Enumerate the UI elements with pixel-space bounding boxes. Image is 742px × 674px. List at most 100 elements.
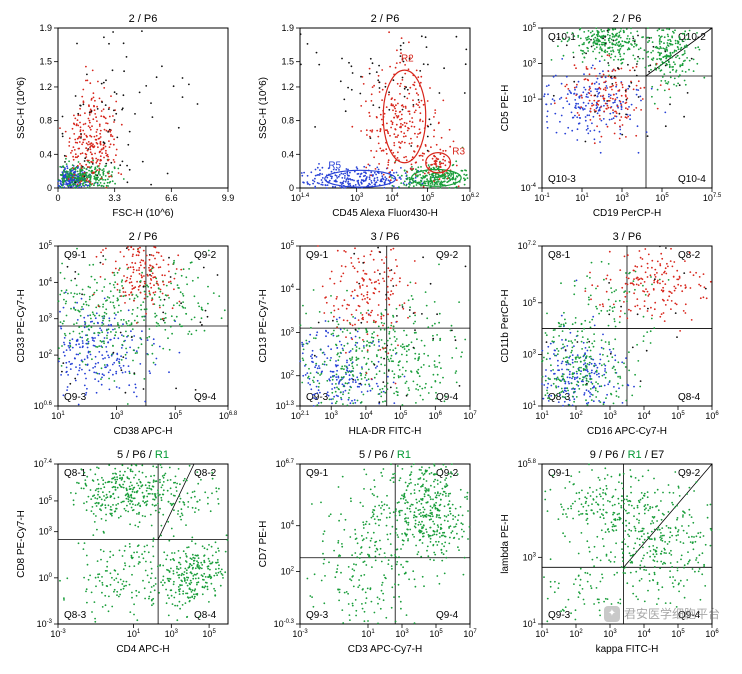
y-axis-label: CD11b PerCP-H bbox=[500, 289, 511, 362]
y-axis-label: CD7 PE-H bbox=[258, 521, 269, 568]
svg-text:107.5: 107.5 bbox=[703, 193, 722, 203]
svg-text:9.9: 9.9 bbox=[222, 193, 235, 203]
quadrant-label: Q9-4 bbox=[678, 610, 701, 621]
svg-text:105: 105 bbox=[169, 411, 183, 421]
quadrant-label: Q9-1 bbox=[306, 468, 329, 479]
x-axis-label: CD16 APC-Cy7-H bbox=[587, 426, 667, 437]
svg-text:105: 105 bbox=[281, 241, 295, 251]
quadrant-label: Q9-2 bbox=[678, 468, 701, 479]
svg-text:105: 105 bbox=[39, 241, 53, 251]
svg-text:100.6: 100.6 bbox=[34, 401, 53, 411]
svg-text:101.4: 101.4 bbox=[291, 193, 310, 203]
quadrant-label: Q9-1 bbox=[64, 250, 87, 261]
svg-text:3.3: 3.3 bbox=[108, 193, 121, 203]
panel-p6: Q8-1Q8-2Q8-3Q8-4101102103104105106101103… bbox=[494, 228, 734, 444]
quadrant-label: Q9-2 bbox=[436, 468, 459, 479]
svg-text:0: 0 bbox=[55, 193, 60, 203]
svg-text:106.8: 106.8 bbox=[219, 411, 238, 421]
panel-p2: R1R2R3R5101.4103104105106.200.40.81.21.5… bbox=[252, 10, 492, 226]
panel-p4: Q9-1Q9-2Q9-3Q9-4101103105106.8100.610210… bbox=[10, 228, 250, 444]
svg-text:102: 102 bbox=[569, 411, 583, 421]
x-axis-label: FSC-H (10^6) bbox=[112, 208, 173, 219]
y-axis-label: CD33 PE-Cy7-H bbox=[16, 289, 27, 362]
quadrant-label: Q9-3 bbox=[548, 610, 571, 621]
gate-label-r3: R3 bbox=[452, 146, 465, 157]
panel-title: 2 / P6 bbox=[129, 231, 158, 243]
quadrant-label: Q8-2 bbox=[678, 250, 701, 261]
svg-text:107.2: 107.2 bbox=[518, 241, 537, 251]
x-axis-label: CD3 APC-Cy7-H bbox=[348, 644, 422, 655]
panel-title: 2 / P6 bbox=[129, 13, 158, 25]
svg-text:107: 107 bbox=[463, 411, 477, 421]
svg-text:0.4: 0.4 bbox=[39, 149, 52, 159]
svg-text:106: 106 bbox=[429, 411, 443, 421]
panel-title: 3 / P6 bbox=[613, 231, 642, 243]
y-axis-label: CD5 PE-H bbox=[500, 85, 511, 132]
svg-text:103: 103 bbox=[281, 327, 295, 337]
panel-title: 5 / P6 / R1 bbox=[117, 449, 169, 461]
y-axis-label: SSC-H (10^6) bbox=[258, 77, 269, 139]
quadrant-label: Q9-1 bbox=[306, 250, 329, 261]
svg-text:105: 105 bbox=[394, 411, 408, 421]
svg-text:0.8: 0.8 bbox=[39, 116, 52, 126]
svg-text:104: 104 bbox=[359, 411, 373, 421]
svg-text:102: 102 bbox=[281, 371, 295, 381]
panel-p3: Q10-1Q10-2Q10-3Q10-410-1101103105107.510… bbox=[494, 10, 734, 226]
svg-text:6.6: 6.6 bbox=[165, 193, 178, 203]
svg-text:101: 101 bbox=[535, 411, 549, 421]
panel-title: 9 / P6 / R1 / E7 bbox=[590, 449, 665, 461]
svg-text:101.3: 101.3 bbox=[276, 401, 295, 411]
panel-title: 2 / P6 bbox=[371, 13, 400, 25]
svg-text:105: 105 bbox=[655, 193, 669, 203]
svg-text:103: 103 bbox=[603, 411, 617, 421]
svg-text:106: 106 bbox=[705, 411, 719, 421]
svg-text:105: 105 bbox=[421, 193, 435, 203]
panel-p7: Q8-1Q8-2Q8-3Q8-410-310110310510-31001031… bbox=[10, 446, 250, 662]
panel-p9: Q9-1Q9-2Q9-3Q9-4101102103104105106101103… bbox=[494, 446, 734, 662]
gate-label-r2: R2 bbox=[401, 54, 414, 65]
svg-text:0.4: 0.4 bbox=[281, 149, 294, 159]
x-axis-label: CD4 APC-H bbox=[116, 644, 169, 655]
quadrant-label: Q8-1 bbox=[548, 250, 571, 261]
quadrant-label: Q9-1 bbox=[548, 468, 571, 479]
svg-text:103: 103 bbox=[615, 193, 629, 203]
quadrant-label: Q10-4 bbox=[678, 174, 706, 185]
svg-text:105: 105 bbox=[671, 411, 685, 421]
quadrant-label: Q8-4 bbox=[194, 610, 217, 621]
svg-text:0: 0 bbox=[289, 183, 294, 193]
svg-text:103: 103 bbox=[325, 411, 339, 421]
x-axis-label: kappa FITC-H bbox=[596, 644, 659, 655]
svg-text:105: 105 bbox=[523, 298, 537, 308]
svg-text:0: 0 bbox=[47, 183, 52, 193]
y-axis-label: lambda PE-H bbox=[500, 514, 511, 573]
y-axis-label: SSC-H (10^6) bbox=[16, 77, 27, 139]
quadrant-label: Q9-2 bbox=[194, 250, 217, 261]
svg-text:102: 102 bbox=[39, 350, 53, 360]
svg-text:103: 103 bbox=[523, 349, 537, 359]
panel-p8: Q9-1Q9-2Q9-3Q9-410-310110310510710-0.310… bbox=[252, 446, 492, 662]
svg-text:103: 103 bbox=[39, 314, 53, 324]
quadrant-label: Q8-3 bbox=[548, 392, 571, 403]
svg-text:104: 104 bbox=[385, 193, 399, 203]
svg-text:103: 103 bbox=[350, 193, 364, 203]
svg-text:104: 104 bbox=[637, 411, 651, 421]
svg-text:101: 101 bbox=[523, 401, 537, 411]
svg-text:1.5: 1.5 bbox=[281, 57, 294, 67]
svg-text:104: 104 bbox=[39, 277, 53, 287]
quadrant-label: Q8-1 bbox=[64, 468, 87, 479]
svg-text:101: 101 bbox=[51, 411, 65, 421]
panel-title: 3 / P6 bbox=[371, 231, 400, 243]
quadrant-label: Q10-3 bbox=[548, 174, 576, 185]
gate-label-r5: R5 bbox=[328, 161, 341, 172]
quadrant-label: Q9-2 bbox=[436, 250, 459, 261]
svg-text:1.2: 1.2 bbox=[281, 82, 294, 92]
quadrant-label: Q9-4 bbox=[436, 392, 459, 403]
svg-text:1.5: 1.5 bbox=[39, 57, 52, 67]
quadrant-label: Q9-3 bbox=[64, 392, 87, 403]
svg-text:104: 104 bbox=[281, 284, 295, 294]
panel-title: 2 / P6 bbox=[613, 13, 642, 25]
x-axis-label: CD45 Alexa Fluor430-H bbox=[332, 208, 438, 219]
x-axis-label: CD19 PerCP-H bbox=[593, 208, 661, 219]
svg-text:103: 103 bbox=[110, 411, 124, 421]
svg-text:1.9: 1.9 bbox=[39, 23, 52, 33]
